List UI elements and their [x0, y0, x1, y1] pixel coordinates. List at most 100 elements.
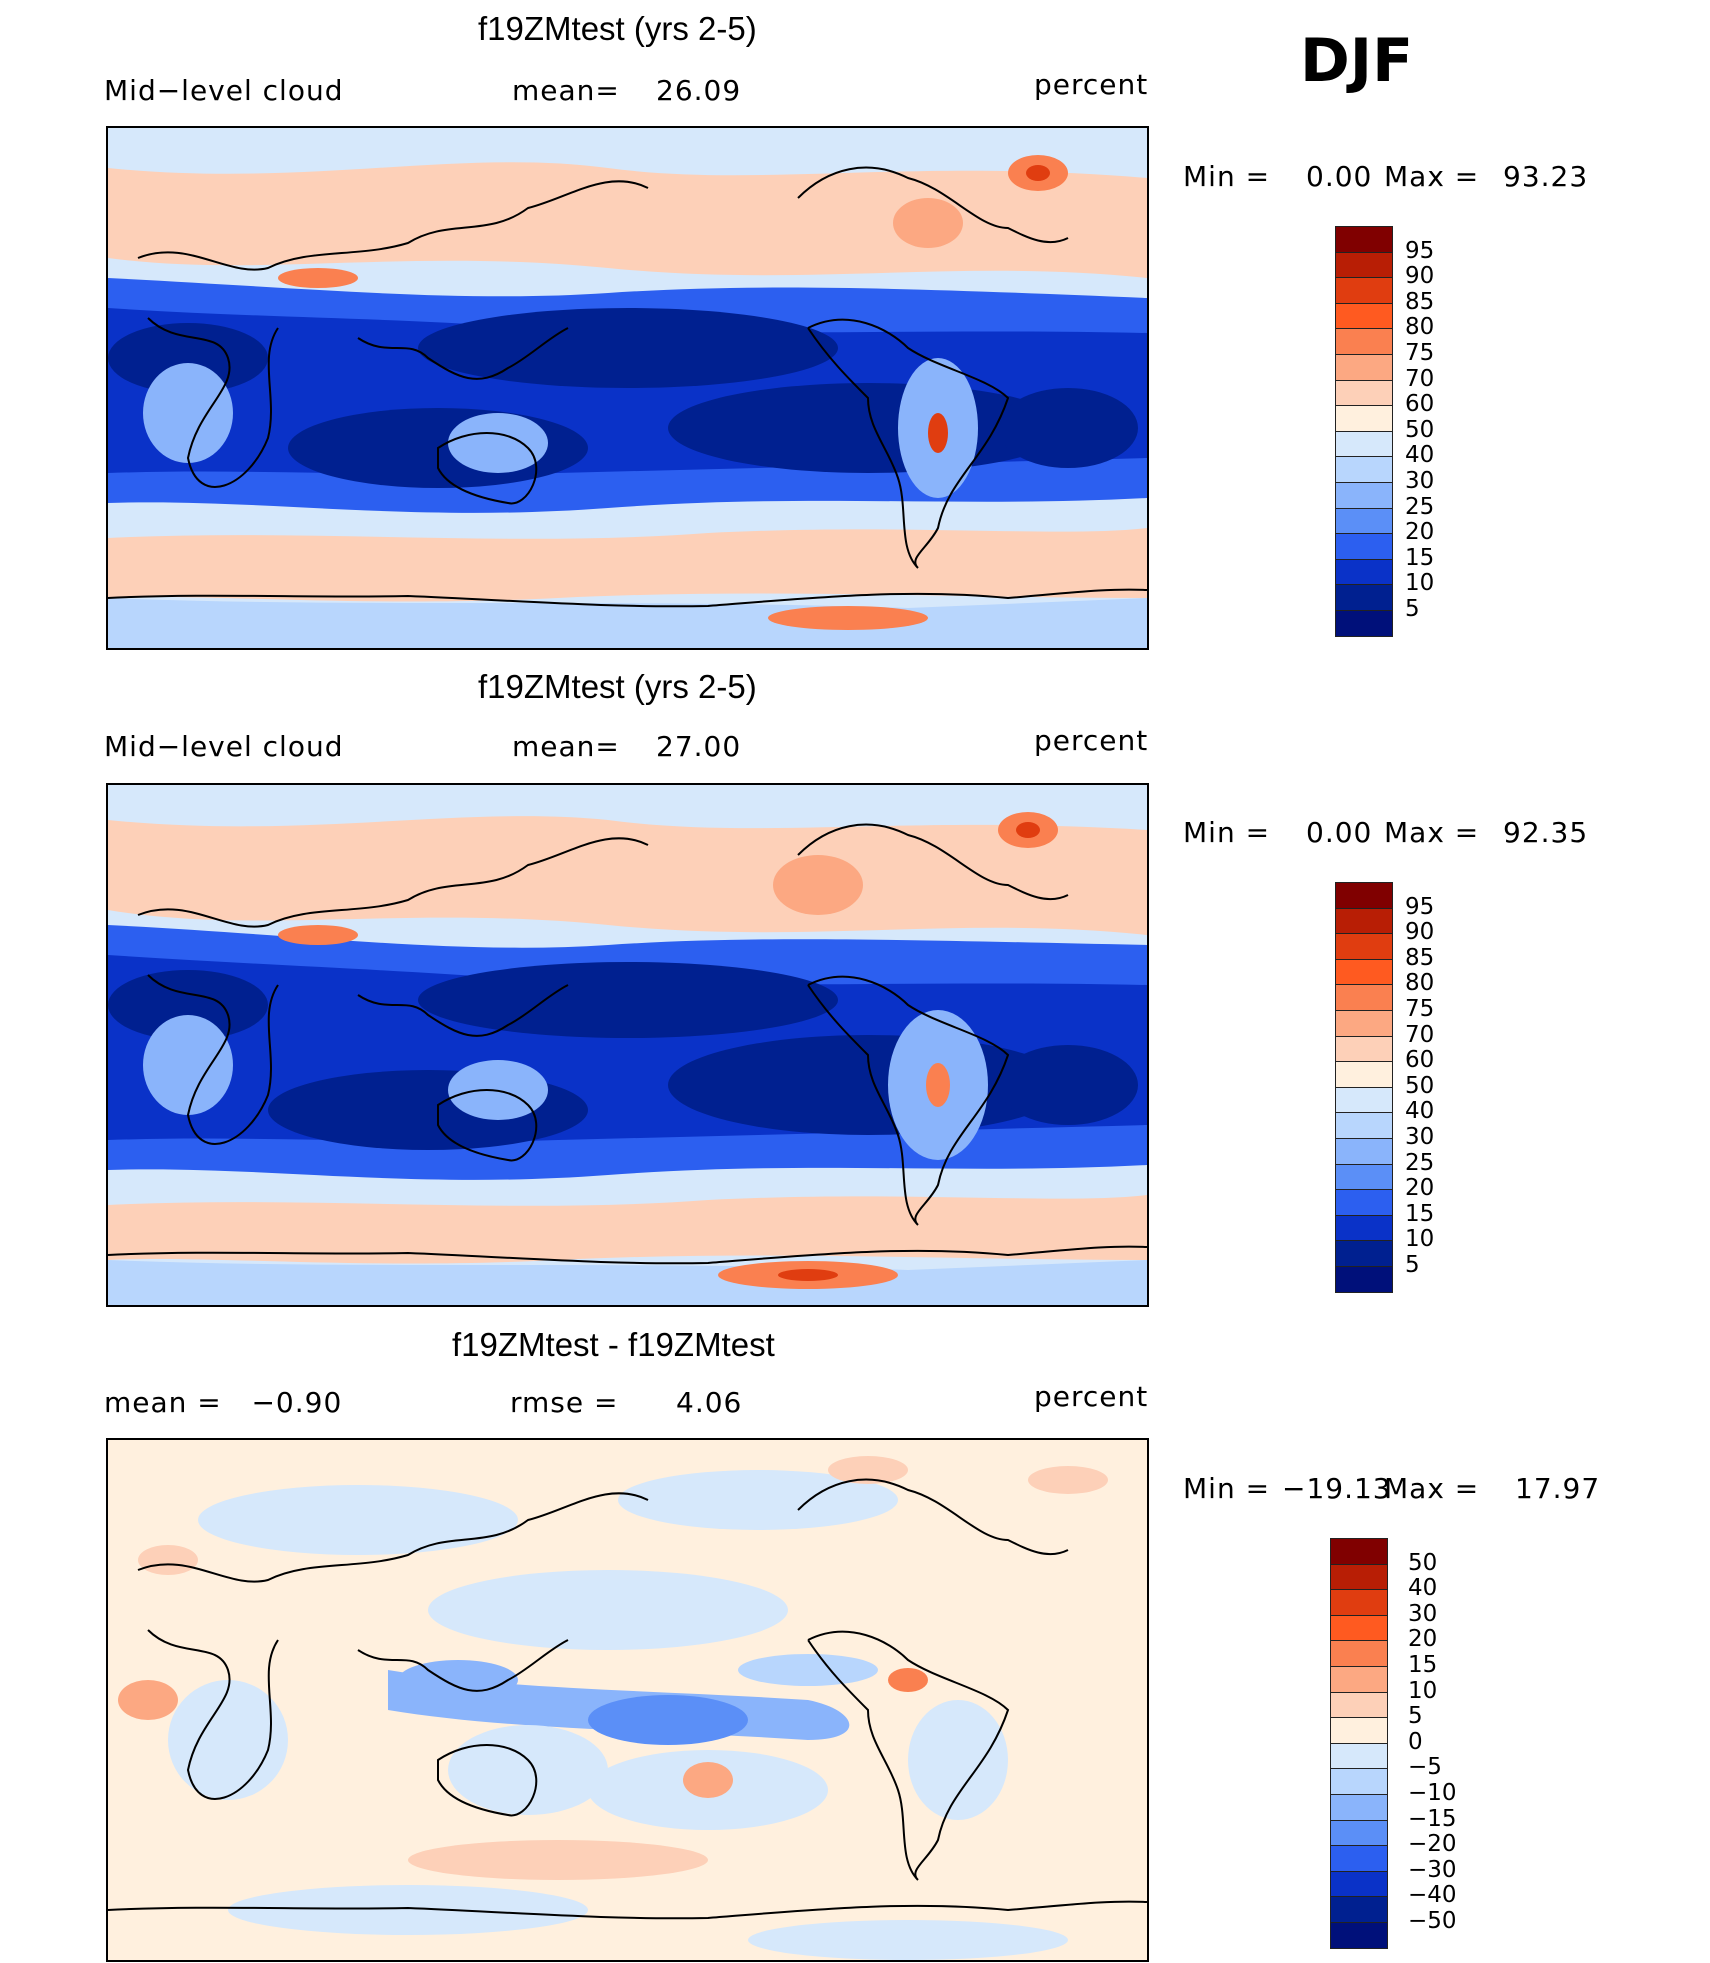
panel-2-colorbar: 95 90 85 80 75 70 60 50 40 30 25 20 15 10 5 — [1335, 882, 1485, 1293]
colorbar-swatch — [1335, 1138, 1393, 1165]
panel-3-title: f19ZMtest - f19ZMtest — [452, 1326, 775, 1363]
colorbar-swatch — [1335, 584, 1393, 611]
colorbar-label: 85 — [1405, 944, 1435, 971]
colorbar-swatch — [1330, 1742, 1388, 1770]
colorbar-swatch — [1335, 1035, 1393, 1063]
colorbar-swatch — [1330, 1691, 1388, 1719]
colorbar-swatch — [1330, 1640, 1388, 1667]
colorbar-label: 70 — [1405, 1021, 1435, 1048]
colorbar-swatch — [1335, 379, 1393, 407]
colorbar-label: −30 — [1408, 1856, 1457, 1883]
panel-3-max-label: Max = — [1384, 1472, 1480, 1505]
colorbar-swatch — [1335, 302, 1393, 330]
colorbar-label: 15 — [1405, 544, 1435, 571]
colorbar-swatch — [1335, 354, 1393, 381]
colorbar-label: 80 — [1405, 314, 1435, 341]
colorbar-label: 5 — [1405, 1252, 1420, 1278]
colorbar-label: 50 — [1405, 1072, 1435, 1099]
colorbar-swatch — [1335, 1010, 1393, 1037]
colorbar-label: 5 — [1405, 596, 1420, 622]
colorbar-label: 90 — [1405, 919, 1435, 946]
colorbar-label: 10 — [1408, 1677, 1438, 1704]
panel-1-min-label: Min = — [1183, 160, 1271, 193]
panel-2-units-label: percent — [1034, 724, 1149, 757]
colorbar-label: 20 — [1405, 1175, 1435, 1202]
panel-1-max-label: Max = — [1384, 160, 1480, 193]
colorbar-label: 10 — [1405, 1226, 1435, 1253]
colorbar-label: −10 — [1408, 1780, 1457, 1806]
colorbar-swatch — [1330, 1538, 1388, 1565]
colorbar-swatch — [1330, 1922, 1388, 1949]
panel-1-map — [106, 126, 1149, 650]
colorbar-label: 5 — [1408, 1703, 1423, 1730]
panel-3-min-label: Min = — [1183, 1472, 1271, 1505]
colorbar-label: 50 — [1408, 1549, 1438, 1576]
panel-3-colorbar: 50 40 30 20 15 10 5 0 −5 −10 −15 −20 −30 −40 −50 — [1330, 1538, 1480, 1949]
colorbar-swatch — [1335, 558, 1393, 586]
colorbar-swatch — [1335, 430, 1393, 458]
panel-1-min-value: 0.00 — [1306, 160, 1373, 193]
colorbar-swatch — [1335, 482, 1393, 509]
colorbar-swatch — [1330, 1768, 1388, 1795]
colorbar-swatch — [1330, 1614, 1388, 1642]
colorbar-label: 75 — [1405, 340, 1435, 366]
colorbar-swatch — [1335, 1163, 1393, 1191]
panel-2-mean-value: 27.00 — [656, 730, 742, 763]
panel-2-min-label: Min = — [1183, 816, 1271, 849]
panel-3-mean-label: mean = −0.90 — [104, 1386, 343, 1419]
colorbar-swatch — [1335, 1086, 1393, 1114]
colorbar-label: −40 — [1408, 1882, 1457, 1909]
colorbar-swatch — [1335, 226, 1393, 253]
panel-1-colorbar: 95 90 85 80 75 70 60 50 40 30 25 20 15 10 5 — [1335, 226, 1485, 637]
colorbar-label: 30 — [1408, 1600, 1438, 1627]
colorbar-label: 30 — [1405, 468, 1435, 494]
colorbar-label: 85 — [1405, 288, 1435, 315]
panel-1-mean-label: mean= — [512, 74, 620, 107]
colorbar-swatch — [1330, 1563, 1388, 1591]
panel-1-variable-label: Mid−level cloud — [104, 74, 344, 107]
panel-2-max-value: 92.35 — [1503, 816, 1589, 849]
panel-3-map — [106, 1438, 1149, 1962]
colorbar-swatch — [1330, 1794, 1388, 1821]
colorbar-label: 25 — [1405, 493, 1435, 520]
colorbar-swatch — [1335, 507, 1393, 535]
panel-3-min-value: −19.13 — [1282, 1472, 1392, 1505]
colorbar-label: 10 — [1405, 570, 1435, 597]
colorbar-label: 15 — [1405, 1200, 1435, 1227]
panel-2-min-value: 0.00 — [1306, 816, 1373, 849]
colorbar-label: 70 — [1405, 365, 1435, 392]
colorbar-swatch — [1330, 1589, 1388, 1616]
colorbar-swatch — [1335, 933, 1393, 960]
panel-1-units-label: percent — [1034, 68, 1149, 101]
colorbar-swatch — [1335, 1266, 1393, 1293]
panel-3-rmse-label: rmse = — [510, 1386, 619, 1419]
colorbar-label: 20 — [1408, 1626, 1438, 1653]
panel-2-mean-label: mean= — [512, 730, 620, 763]
panel-1-max-value: 93.23 — [1503, 160, 1589, 193]
colorbar-label: 20 — [1405, 519, 1435, 546]
colorbar-swatch — [1330, 1717, 1388, 1744]
colorbar-swatch — [1335, 456, 1393, 483]
colorbar-label: 0 — [1408, 1728, 1423, 1755]
season-label: DJF — [1300, 26, 1414, 96]
panel-3-max-value: 17.97 — [1515, 1472, 1601, 1505]
colorbar-swatch — [1335, 533, 1393, 560]
colorbar-label: 60 — [1405, 1047, 1435, 1074]
colorbar-label: 75 — [1405, 996, 1435, 1022]
colorbar-swatch — [1335, 1112, 1393, 1139]
colorbar-swatch — [1335, 984, 1393, 1011]
colorbar-swatch — [1330, 1870, 1388, 1898]
colorbar-label: 15 — [1408, 1652, 1438, 1678]
colorbar-label: 40 — [1405, 442, 1435, 469]
colorbar-swatch — [1330, 1819, 1388, 1847]
colorbar-label: −5 — [1408, 1754, 1442, 1781]
colorbar-swatch — [1335, 1189, 1393, 1216]
panel-1-title: f19ZMtest (yrs 2-5) — [478, 10, 757, 47]
colorbar-label: 90 — [1405, 263, 1435, 290]
colorbar-swatch — [1335, 907, 1393, 935]
colorbar-label: −15 — [1408, 1805, 1457, 1832]
colorbar-swatch — [1335, 610, 1393, 637]
colorbar-swatch — [1335, 1214, 1393, 1242]
panel-3-units-label: percent — [1034, 1380, 1149, 1413]
colorbar-swatch — [1335, 1240, 1393, 1267]
